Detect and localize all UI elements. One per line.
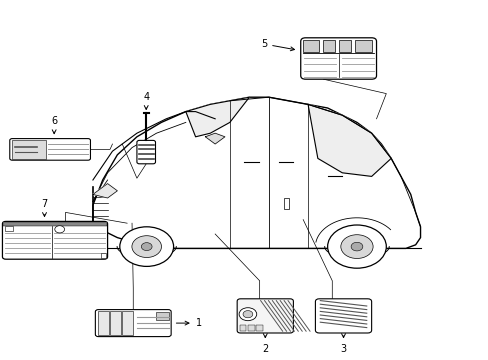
Circle shape [239, 308, 256, 321]
Circle shape [340, 235, 372, 258]
Circle shape [120, 227, 173, 266]
Circle shape [55, 226, 64, 233]
Bar [5, 226, 13, 231]
Bar [101, 253, 105, 258]
Circle shape [327, 225, 386, 268]
Bar [239, 325, 246, 331]
FancyBboxPatch shape [2, 221, 107, 259]
Bar [122, 311, 133, 335]
Text: 1: 1 [176, 318, 202, 328]
Bar [12, 140, 45, 159]
FancyBboxPatch shape [300, 38, 376, 79]
Bar [155, 312, 169, 320]
FancyBboxPatch shape [315, 299, 371, 333]
FancyBboxPatch shape [237, 299, 293, 333]
Bar [338, 40, 350, 52]
Polygon shape [205, 133, 224, 144]
Circle shape [141, 243, 152, 251]
Text: 6: 6 [51, 116, 57, 134]
FancyBboxPatch shape [95, 310, 171, 337]
Circle shape [350, 242, 362, 251]
Bar [283, 198, 289, 209]
Polygon shape [93, 97, 420, 248]
FancyBboxPatch shape [10, 139, 90, 160]
Bar [110, 311, 121, 335]
Text: 7: 7 [41, 199, 47, 216]
Bar [256, 325, 263, 331]
Bar [354, 40, 371, 52]
Text: 2: 2 [262, 334, 268, 354]
FancyBboxPatch shape [137, 140, 155, 164]
Polygon shape [307, 104, 390, 176]
Bar [303, 40, 318, 52]
Text: 3: 3 [340, 334, 346, 354]
Circle shape [243, 311, 252, 318]
Polygon shape [185, 97, 249, 137]
Bar [247, 325, 254, 331]
Bar [322, 40, 334, 52]
Text: 4: 4 [143, 92, 149, 109]
Polygon shape [93, 184, 117, 198]
Text: 5: 5 [261, 39, 294, 51]
Circle shape [132, 236, 161, 257]
Bar [98, 311, 108, 335]
Bar [3, 222, 106, 226]
